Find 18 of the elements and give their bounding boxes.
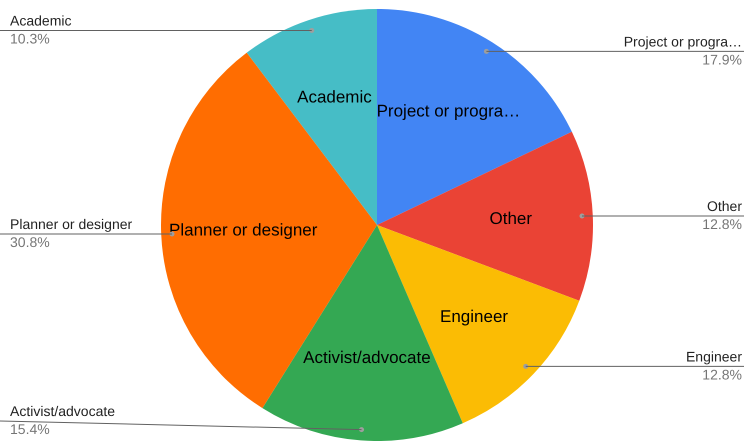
slice-label: Activist/advocate (10, 402, 116, 419)
slice-label: Academic (10, 12, 72, 28)
slice-label: Planner or designer (10, 216, 133, 232)
slice-label: Engineer (440, 306, 508, 326)
data-label: 30.8% (10, 234, 50, 250)
slice-label: Other (490, 208, 532, 228)
slice-label: Other (706, 198, 742, 214)
data-label: 17.9% (702, 51, 742, 68)
slice-label: Project or progra… (376, 101, 520, 120)
slice-label: Activist/advocate (303, 348, 431, 368)
slice-label: Academic (297, 88, 372, 107)
data-label: 12.8% (702, 366, 742, 382)
data-label: 10.3% (10, 30, 50, 46)
data-label: 15.4% (10, 420, 50, 437)
slice-label: Planner or designer (169, 220, 318, 240)
slice-label: Engineer (686, 348, 742, 364)
slice-label: Project or progra… (624, 33, 742, 50)
data-label: 12.8% (702, 216, 742, 232)
